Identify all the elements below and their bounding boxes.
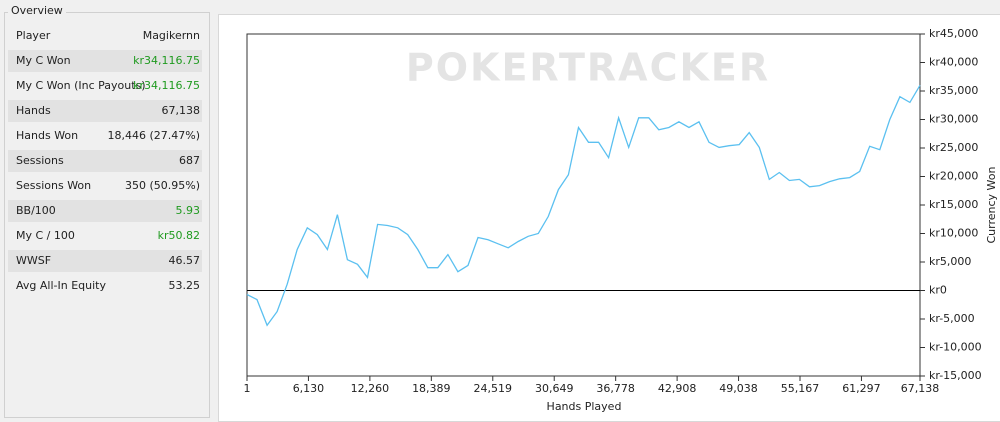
y-tick-label: kr5,000 [929, 255, 971, 268]
watermark: POKERTRACKER [406, 46, 770, 90]
stat-label: Sessions [16, 154, 64, 167]
data-line [246, 84, 921, 327]
x-tick-label: 24,519 [474, 382, 513, 395]
y-tick-label: kr-15,000 [929, 369, 982, 382]
y-tick-label: kr40,000 [929, 56, 978, 69]
stat-value: 67,138 [161, 104, 201, 117]
stat-label: BB/100 [16, 204, 56, 217]
x-tick-label: 42,908 [658, 382, 697, 395]
stat-label: Sessions Won [16, 179, 92, 192]
stat-row: Sessions 687 [8, 150, 202, 172]
stat-label: Hands [16, 104, 51, 117]
x-tick-label: 12,260 [351, 382, 390, 395]
y-tick-label: kr20,000 [929, 170, 978, 183]
x-tick-label: 18,389 [412, 382, 451, 395]
stat-label: Hands Won [16, 129, 79, 142]
y-tick-label: kr0 [929, 284, 947, 297]
stat-row: Avg All-In Equity 53.25 [8, 275, 202, 297]
x-tick-label: 30,649 [535, 382, 574, 395]
stat-value: 350 (50.95%) [124, 179, 200, 192]
x-tick-label: 67,138 [901, 382, 940, 395]
x-tick-label: 6,130 [293, 382, 325, 395]
stat-value: 5.93 [175, 204, 201, 217]
stat-row: WWSF 46.57 [8, 250, 202, 272]
stat-row: My C Won (Inc Payouts) kr34,116.75 [8, 75, 202, 97]
stat-value: kr50.82 [157, 229, 200, 242]
x-tick-label: 49,038 [719, 382, 758, 395]
y-tick-label: kr-5,000 [929, 312, 975, 325]
x-tick-label: 36,778 [596, 382, 635, 395]
stat-label: My C Won [16, 54, 71, 67]
stat-label: My C / 100 [16, 229, 75, 242]
overview-title: Overview [8, 4, 66, 17]
stat-row: Sessions Won 350 (50.95%) [8, 175, 202, 197]
stat-value: kr34,116.75 [133, 54, 200, 67]
stat-value: 687 [179, 154, 200, 167]
stat-label: Avg All-In Equity [16, 279, 106, 292]
x-axis-label: Hands Played [547, 400, 622, 413]
y-tick-label: kr-10,000 [929, 341, 982, 354]
stat-label: WWSF [16, 254, 52, 267]
stat-row: Hands Won 18,446 (27.47%) [8, 125, 202, 147]
stat-row: Hands 67,138 [8, 100, 202, 122]
stat-value: 53.25 [168, 279, 201, 292]
x-tick-label: 55,167 [781, 382, 820, 395]
stat-label: My C Won (Inc Payouts) [16, 79, 146, 92]
y-axis-label: Currency Won [985, 166, 998, 243]
y-tick-label: kr25,000 [929, 141, 978, 154]
y-tick-label: kr30,000 [929, 113, 978, 126]
y-tick-label: kr10,000 [929, 227, 978, 240]
stat-row: My C / 100 kr50.82 [8, 225, 202, 247]
stat-value: 46.57 [168, 254, 201, 267]
y-tick-label: kr35,000 [929, 84, 978, 97]
stat-row: My C Won kr34,116.75 [8, 50, 202, 72]
y-tick-label: kr15,000 [929, 198, 978, 211]
stat-row: BB/100 5.93 [8, 200, 202, 222]
stat-value: Magikernn [142, 29, 200, 42]
stat-value: 18,446 (27.47%) [107, 129, 200, 142]
y-tick-label: kr45,000 [929, 27, 978, 40]
stat-row: Player Magikernn [8, 25, 202, 47]
x-tick-label: 61,297 [842, 382, 881, 395]
stat-value: kr34,116.75 [133, 79, 200, 92]
x-tick-label: 1 [244, 382, 251, 395]
stat-label: Player [16, 29, 51, 42]
